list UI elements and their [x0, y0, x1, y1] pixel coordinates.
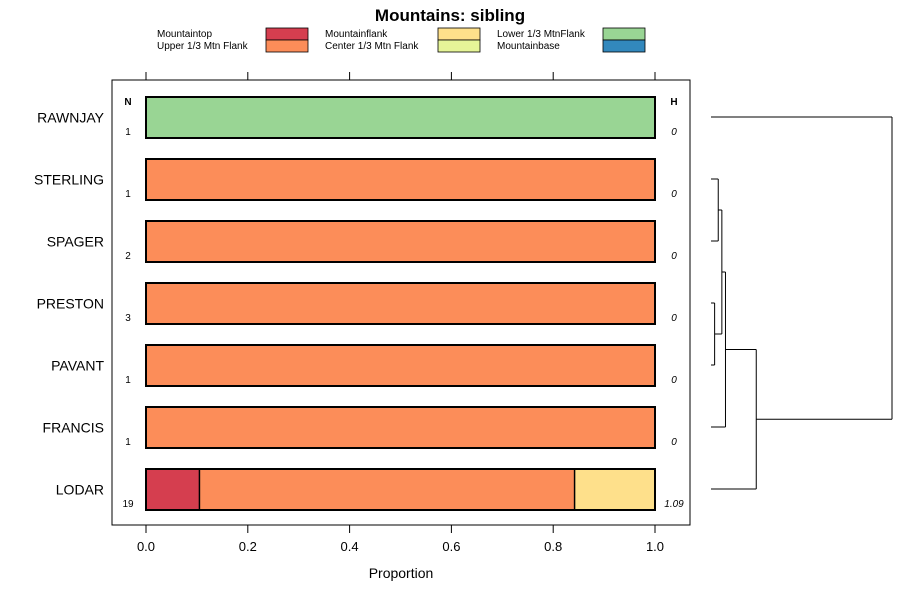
x-tick-label: 0.6 [442, 539, 460, 554]
bar-segment [146, 97, 655, 138]
dendrogram [711, 116, 893, 490]
h-value: 0 [671, 375, 677, 386]
legend-swatch [437, 39, 481, 53]
legend-label: Lower 1/3 MtnFlank [497, 29, 586, 40]
h-column-header: H [670, 97, 677, 108]
bar-segment [146, 469, 200, 510]
legend-label: Center 1/3 Mtn Flank [325, 41, 419, 52]
bar-outline [145, 344, 656, 387]
x-axis: 0.0 0.2 0.4 0.6 0.8 1.0 [137, 72, 664, 554]
bar-segment [146, 283, 655, 324]
bar-segment [199, 469, 575, 510]
h-value: 0 [671, 127, 677, 138]
n-value: 2 [125, 251, 131, 262]
bar-outline [145, 406, 656, 449]
h-value: 0 [671, 437, 677, 448]
legend-label: Mountainflank [325, 29, 388, 40]
h-value: 1.09 [664, 499, 684, 510]
category-label: LODAR [56, 482, 104, 498]
bar-outline [145, 282, 656, 325]
legend-swatch [265, 27, 309, 41]
bar-outline [145, 220, 656, 263]
x-tick-label: 0.0 [137, 539, 155, 554]
bar-outline [145, 158, 656, 201]
category-label: RAWNJAY [37, 110, 105, 126]
plot-frame [111, 79, 691, 526]
n-value: 1 [125, 189, 131, 200]
n-value: 1 [125, 437, 131, 448]
legend-label: Upper 1/3 Mtn Flank [157, 41, 249, 52]
category-label: STERLING [34, 172, 104, 188]
category-label: SPAGER [47, 234, 104, 250]
n-value: 1 [125, 127, 131, 138]
x-axis-title: Proportion [369, 565, 434, 581]
bar-outline [145, 96, 656, 139]
bar-outline [145, 468, 656, 511]
x-tick-label: 0.4 [341, 539, 359, 554]
bar-segment [146, 221, 655, 262]
legend-label: Mountainbase [497, 41, 560, 52]
bar-segment [146, 407, 655, 448]
n-value: 19 [122, 499, 134, 510]
n-column-header: N [124, 97, 131, 108]
x-tick-label: 1.0 [646, 539, 664, 554]
category-label: PAVANT [51, 358, 104, 374]
category-label: FRANCIS [43, 420, 104, 436]
legend-label: Mountaintop [157, 29, 212, 40]
legend-swatch [602, 39, 646, 53]
x-tick-label: 0.8 [544, 539, 562, 554]
x-tick-label: 0.2 [239, 539, 257, 554]
n-value: 3 [125, 313, 131, 324]
legend-swatch [265, 39, 309, 53]
legend-swatch [437, 27, 481, 41]
n-value: 1 [125, 375, 131, 386]
legend-swatch [602, 27, 646, 41]
category-label: PRESTON [37, 296, 104, 312]
chart-title: Mountains: sibling [375, 6, 525, 25]
h-value: 0 [671, 251, 677, 262]
bars: RAWNJAY 1 0 STERLING 1 0 SPAGER 2 0 PRESTON 3 0 PAVA… [34, 96, 684, 511]
bar-segment [146, 159, 655, 200]
h-value: 0 [671, 313, 677, 324]
bar-segment [574, 469, 655, 510]
h-value: 0 [671, 189, 677, 200]
bar-segment [146, 345, 655, 386]
